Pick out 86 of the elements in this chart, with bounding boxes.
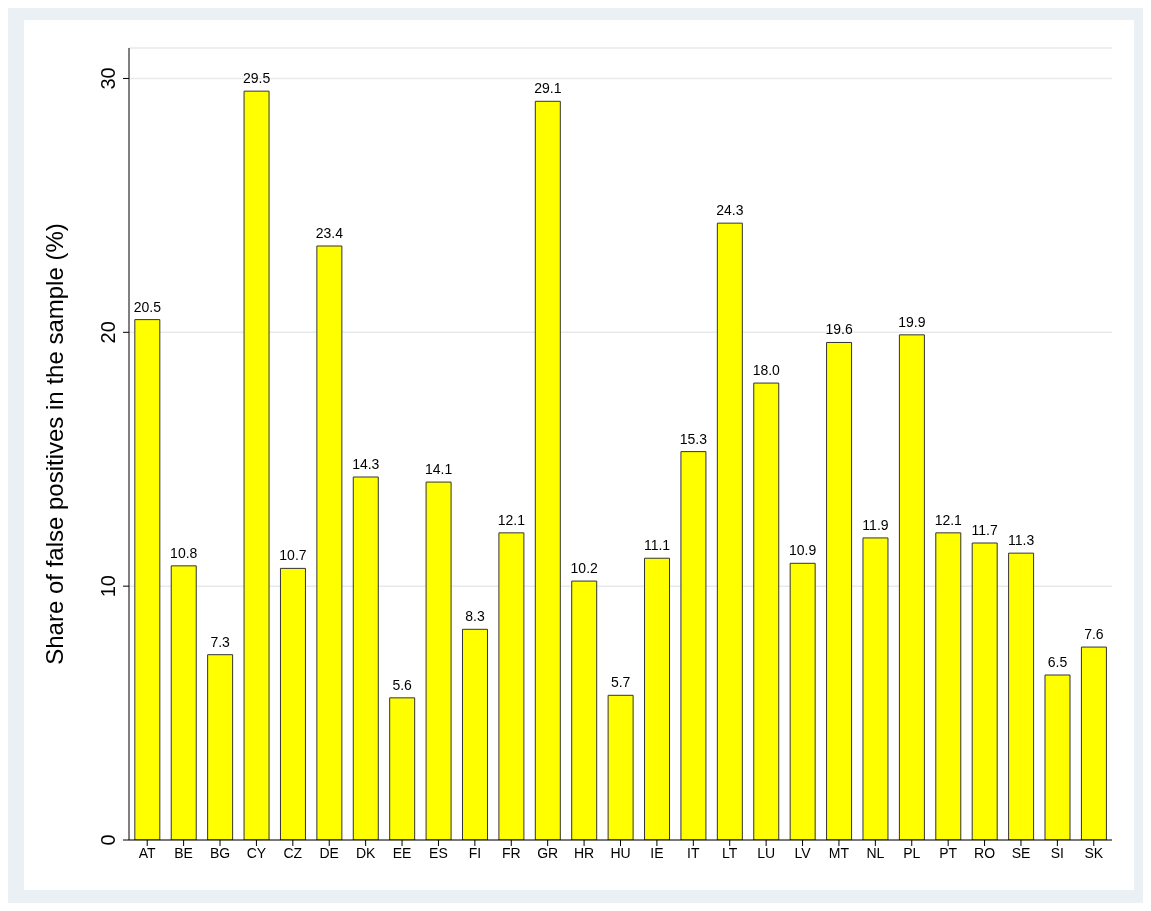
bar [571,580,598,840]
bar [170,565,197,840]
y-tick-label: 10 [97,575,119,598]
bar [316,245,343,840]
x-tick-label: PL [903,844,921,861]
y-tick-label: 0 [97,834,119,846]
bar [352,476,379,840]
data-label: 14.1 [424,461,453,478]
x-tick-label: BG [209,844,231,861]
x-tick-label: ES [429,844,448,861]
bar [498,532,525,840]
x-tick-label: HU [610,844,631,861]
bar [279,567,306,840]
bar [243,90,270,840]
x-tick-label: FI [468,844,482,861]
data-label: 29.5 [242,70,271,87]
bar [534,100,561,840]
x-tick-label: PT [939,844,958,861]
data-label: 23.4 [315,225,344,241]
data-label: 14.3 [352,456,380,472]
bar [753,382,780,840]
bar [607,694,634,840]
bar [789,562,816,840]
bar [134,319,161,840]
bar [862,537,889,840]
data-label: 12.1 [934,511,963,528]
bar [898,334,925,840]
bar [971,542,998,840]
bar [716,222,743,840]
data-label: 5.7 [610,674,631,691]
data-label: 15.3 [679,430,708,447]
x-tick-label: SE [1011,844,1031,861]
x-tick-label: LV [794,844,812,861]
data-label: 10.2 [570,560,599,577]
x-tick-label: MT [828,844,850,861]
bar [644,557,671,840]
data-label: 6.5 [1047,654,1068,670]
data-label: 11.7 [971,522,999,538]
data-label: 24.3 [716,202,744,219]
data-label: 11.3 [1007,532,1035,549]
data-label: 10.9 [789,542,817,559]
data-label: 12.1 [497,511,526,528]
y-tick-label: 20 [97,321,119,344]
data-label: 29.1 [534,80,562,97]
x-tick-label: CZ [283,844,303,861]
y-tick-label: 30 [97,67,119,90]
x-tick-label: LT [722,844,738,861]
x-tick-label: DK [355,844,377,861]
data-label: 5.6 [392,676,413,693]
data-label: 8.3 [465,608,485,625]
bar [461,628,488,840]
bar [207,654,234,840]
x-tick-label: SI [1050,844,1065,861]
x-tick-label: SK [1084,844,1104,861]
x-tick-label: IE [650,844,664,861]
data-label: 20.5 [133,298,162,315]
x-tick-label: BE [174,844,193,861]
x-tick-label: FR [501,844,521,861]
x-tick-label: RO [974,844,996,861]
data-label: 10.8 [170,544,198,561]
data-label: 11.1 [643,537,671,554]
data-label: 18.0 [752,362,781,379]
x-tick-label: NL [866,844,885,861]
x-tick-label: DE [319,844,339,861]
x-tick-label: LU [757,844,776,861]
x-tick-label: HR [573,844,595,861]
data-label: 11.9 [862,516,889,533]
bar [425,481,452,840]
x-tick-label: IT [687,844,700,861]
bar [680,451,707,840]
bar [389,697,416,840]
bar [1080,646,1107,840]
data-label: 10.7 [279,547,307,564]
bar [935,532,962,840]
x-tick-label: AT [138,844,157,861]
data-label: 19.9 [898,313,926,330]
bar [826,341,853,840]
bar [1044,674,1071,840]
data-label: 7.3 [210,633,231,650]
data-label: 19.6 [825,321,853,338]
x-tick-label: EE [392,844,412,861]
x-tick-label: GR [537,844,559,861]
y-axis-title: Share of false positives in the sample (%) [40,223,68,665]
data-label: 7.6 [1084,626,1104,643]
bar [1008,552,1035,840]
x-tick-label: CY [246,844,267,861]
